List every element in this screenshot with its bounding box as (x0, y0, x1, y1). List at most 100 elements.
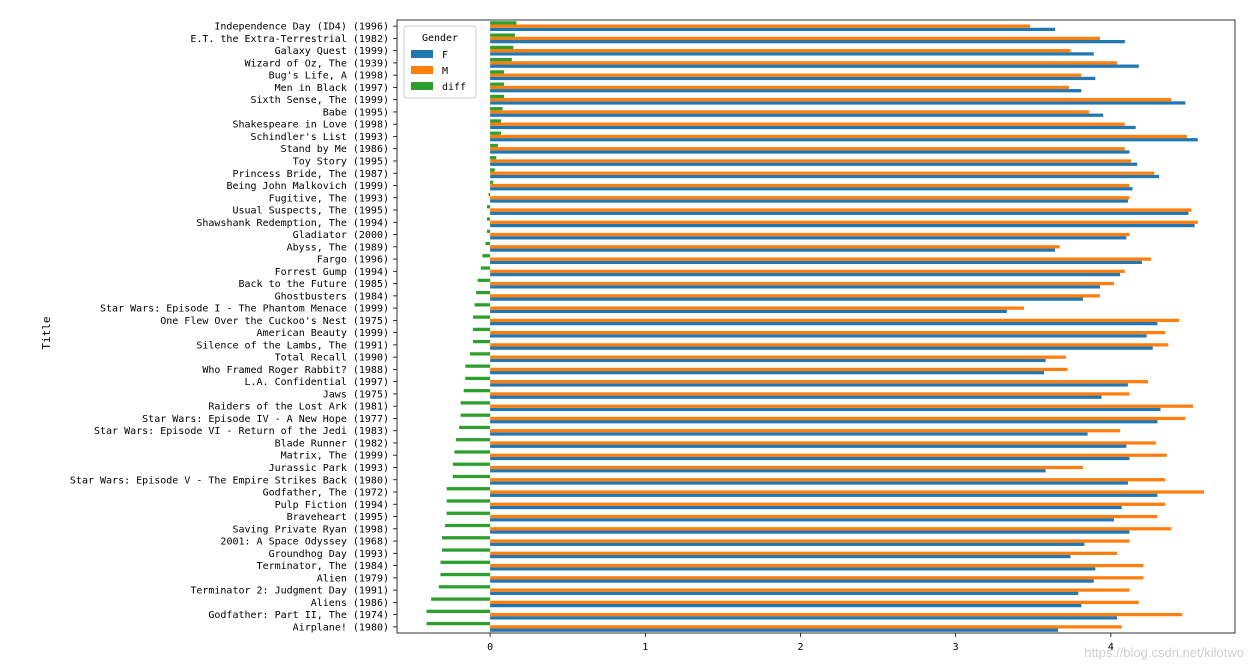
bar-M-27 (490, 355, 1066, 359)
y-tick-label-26: Silence of the Lambs, The (1991) (196, 340, 389, 351)
y-tick-label-11: Toy Story (1995) (293, 156, 389, 167)
bar-F-22 (490, 297, 1083, 301)
y-tick-label-16: Shawshank Redemption, The (1994) (196, 218, 389, 229)
y-tick-label-27: Total Recall (1990) (275, 353, 389, 364)
y-tick-label-40: Braveheart (1995) (287, 512, 389, 523)
bar-F-40 (490, 518, 1114, 522)
bar-F-16 (490, 223, 1195, 228)
bar-F-39 (490, 505, 1122, 510)
bar-M-16 (490, 220, 1198, 224)
bar-F-35 (490, 456, 1130, 461)
bar-M-15 (490, 208, 1192, 212)
legend-swatch-F (411, 50, 433, 58)
y-tick-label-18: Abyss, The (1989) (287, 242, 389, 253)
y-tick-label-10: Stand by Me (1986) (281, 144, 389, 155)
bar-F-27 (490, 358, 1046, 363)
y-tick-label-8: Shakespeare in Love (1998) (232, 120, 389, 131)
y-tick-label-6: Sixth Sense, The (1999) (251, 95, 389, 106)
bar-F-13 (490, 187, 1133, 191)
bar-diff-45 (440, 572, 491, 577)
y-tick-label-7: Babe (1995) (323, 107, 389, 118)
x-tick-label-2: 2 (797, 642, 803, 653)
bar-M-12 (490, 171, 1155, 175)
bar-F-36 (490, 469, 1046, 473)
bar-diff-31 (460, 401, 491, 405)
bar-diff-42 (442, 536, 491, 540)
bar-M-18 (490, 245, 1060, 249)
bar-F-44 (490, 567, 1096, 571)
bar-F-11 (490, 162, 1138, 166)
bar-F-19 (490, 260, 1142, 264)
y-tick-label-48: Godfather: Part II, The (1974) (208, 610, 389, 621)
bar-F-1 (490, 40, 1125, 44)
y-axis-label: Title (40, 316, 53, 349)
bar-M-2 (490, 49, 1071, 53)
bar-F-42 (490, 542, 1085, 546)
bar-F-23 (490, 309, 1007, 314)
y-tick-label-2: Galaxy Quest (1999) (275, 46, 389, 57)
bar-diff-14 (488, 192, 491, 197)
watermark-text: https://blog.csdn.net/kilotwo (1084, 645, 1244, 660)
bar-M-47 (490, 600, 1139, 604)
bar-diff-15 (487, 205, 491, 209)
y-tick-label-49: Airplane! (1980) (293, 622, 389, 633)
bar-M-28 (490, 367, 1068, 372)
y-tick-label-3: Wizard of Oz, The (1939) (245, 58, 390, 69)
bar-diff-41 (445, 523, 491, 528)
bar-diff-10 (490, 143, 498, 148)
bar-diff-21 (477, 278, 491, 282)
bar-diff-43 (442, 548, 491, 552)
bar-M-22 (490, 294, 1100, 298)
y-tick-label-14: Fugitive, The (1993) (269, 193, 389, 204)
legend-label-F: F (442, 50, 448, 61)
bar-M-19 (490, 257, 1152, 261)
bar-M-37 (490, 478, 1166, 482)
legend-title: Gender (422, 33, 458, 44)
bar-F-29 (490, 383, 1128, 387)
bar-M-36 (490, 465, 1083, 470)
bar-M-23 (490, 306, 1024, 310)
bar-M-3 (490, 61, 1118, 65)
bar-F-43 (490, 554, 1071, 559)
bar-diff-30 (463, 389, 491, 393)
bar-diff-32 (460, 413, 491, 417)
y-tick-label-28: Who Framed Roger Rabbit? (1988) (202, 365, 389, 376)
bar-diff-0 (490, 21, 517, 25)
bar-M-21 (490, 281, 1114, 286)
x-tick-label-1: 1 (642, 642, 648, 653)
bar-M-1 (490, 36, 1100, 41)
y-tick-label-4: Bug's Life, A (1998) (269, 71, 389, 82)
x-tick-label-3: 3 (953, 642, 959, 653)
bar-M-10 (490, 147, 1125, 151)
y-tick-label-22: Ghostbusters (1984) (275, 291, 389, 302)
bar-F-38 (490, 493, 1158, 497)
y-tick-label-24: One Flew Over the Cuckoo's Nest (1975) (160, 316, 389, 327)
bar-M-29 (490, 380, 1149, 384)
bar-F-45 (490, 579, 1094, 583)
legend-label-M: M (442, 66, 448, 77)
bar-F-15 (490, 211, 1189, 215)
bar-diff-39 (446, 499, 491, 503)
bar-F-0 (490, 27, 1055, 32)
bar-F-21 (490, 285, 1100, 289)
bar-M-7 (490, 110, 1090, 114)
bar-M-11 (490, 159, 1132, 163)
ticks-layer: 0 1 2 3 4 Independence Day (ID4) (1996)E.T. t… (70, 22, 1114, 653)
bar-diff-44 (440, 560, 491, 564)
bar-diff-35 (454, 450, 491, 454)
y-tick-label-44: Terminator, The (1984) (257, 561, 389, 572)
bar-diff-38 (446, 487, 491, 491)
bar-M-24 (490, 318, 1180, 323)
bar-diff-25 (473, 327, 491, 331)
bar-M-41 (490, 527, 1172, 531)
bar-F-37 (490, 481, 1128, 485)
bar-diff-40 (446, 511, 491, 515)
bar-F-20 (490, 272, 1121, 277)
bar-F-3 (490, 64, 1139, 68)
bar-M-48 (490, 612, 1183, 617)
y-tick-label-30: Jaws (1975) (323, 389, 389, 400)
bar-diff-18 (485, 241, 491, 246)
bar-F-14 (490, 199, 1128, 203)
bar-F-8 (490, 125, 1136, 130)
